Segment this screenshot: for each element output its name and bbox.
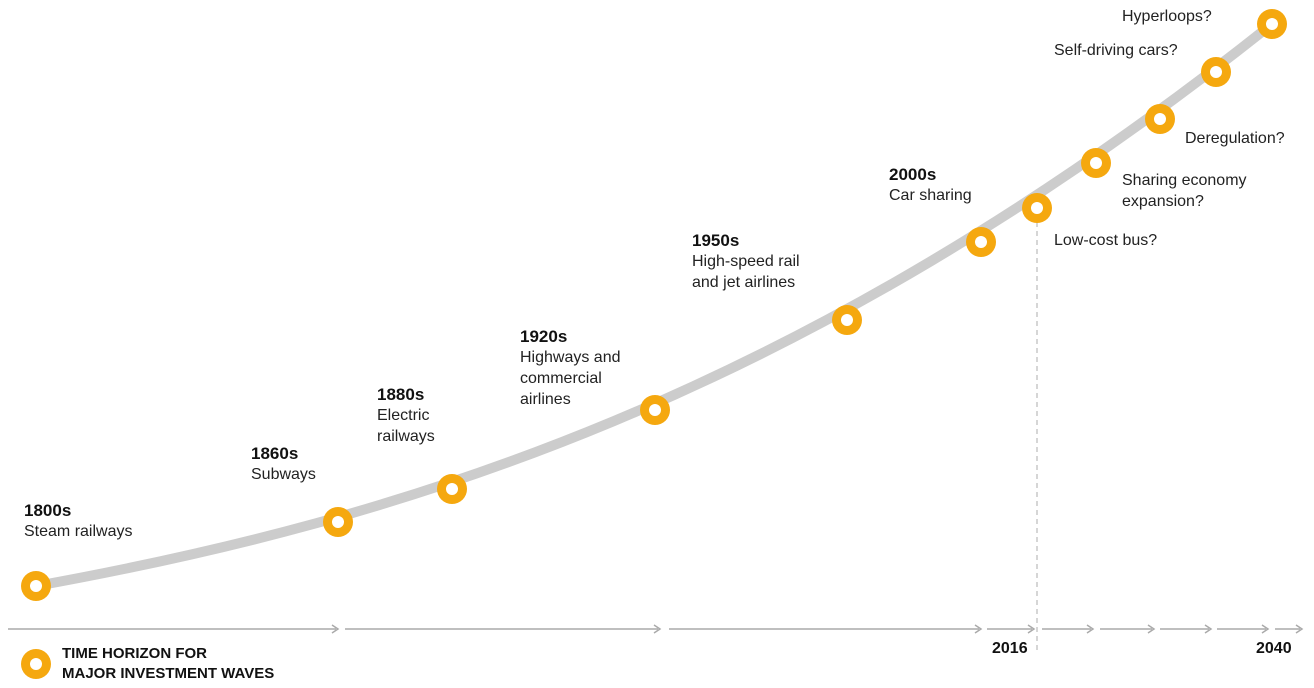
milestone-desc: High-speed rail and jet airlines <box>692 253 800 291</box>
year-end-label: 2040 <box>1256 640 1292 657</box>
marker-2000s <box>966 227 996 257</box>
milestone-era: 1880s <box>377 385 425 404</box>
time-axis-arrows <box>8 624 1304 634</box>
marker-self-driving-cars <box>1201 57 1231 87</box>
milestone-2000s: 2000s Car sharing <box>889 164 972 206</box>
legend-text: TIME HORIZON FOR MAJOR INVESTMENT WAVES <box>62 644 274 684</box>
milestone-desc: Electric railways <box>377 407 435 445</box>
axis-arrow-segment <box>669 624 983 634</box>
marker-hyperloops <box>1257 9 1287 39</box>
milestone-1860s: 1860s Subways <box>251 443 316 485</box>
marker-ring-icon <box>21 649 51 679</box>
legend-line-1: TIME HORIZON FOR <box>62 645 207 662</box>
milestone-desc: Steam railways <box>24 523 133 540</box>
milestone-era: 1950s <box>692 231 740 250</box>
marker-1800s <box>21 571 51 601</box>
axis-arrow-segment <box>1042 624 1095 634</box>
milestone-1800s: 1800s Steam railways <box>24 500 132 542</box>
year-present-label: 2016 <box>992 640 1028 657</box>
marker-1880s <box>437 474 467 504</box>
milestone-era: 1800s <box>24 501 72 520</box>
milestone-1880s: 1880s Electric railways <box>377 384 435 447</box>
milestone-era: 1860s <box>251 444 299 463</box>
milestone-desc: Highways and commercial airlines <box>520 349 621 408</box>
marker-deregulation <box>1145 104 1175 134</box>
axis-arrow-segment <box>1217 624 1270 634</box>
marker-1860s <box>323 507 353 537</box>
future-deregulation: Deregulation? <box>1185 130 1285 147</box>
axis-arrow-segment <box>345 624 662 634</box>
milestone-1920s: 1920s Highways and commercial airlines <box>520 326 621 410</box>
growth-curve <box>31 19 1277 591</box>
markers-group <box>21 9 1287 601</box>
milestone-1950s: 1950s High-speed rail and jet airlines <box>692 230 800 293</box>
marker-low-cost-bus <box>1022 193 1052 223</box>
future-self-driving-cars: Self-driving cars? <box>1054 42 1178 59</box>
axis-arrow-segment <box>1160 624 1213 634</box>
axis-arrow-segment <box>1100 624 1156 634</box>
marker-1920s <box>640 395 670 425</box>
axis-arrow-segment <box>987 624 1036 634</box>
future-low-cost-bus: Low-cost bus? <box>1054 232 1158 249</box>
milestone-era: 2000s <box>889 165 937 184</box>
axis-arrow-segment <box>8 624 340 634</box>
marker-1950s <box>832 305 862 335</box>
future-sharing-economy: Sharing economy expansion? <box>1122 172 1247 210</box>
future-hyperloops: Hyperloops? <box>1122 8 1212 25</box>
milestone-desc: Subways <box>251 466 316 483</box>
axis-arrow-segment <box>1275 624 1304 634</box>
milestone-era: 1920s <box>520 327 568 346</box>
legend-line-2: MAJOR INVESTMENT WAVES <box>62 665 275 682</box>
marker-sharing-economy <box>1081 148 1111 178</box>
milestone-desc: Car sharing <box>889 187 972 204</box>
